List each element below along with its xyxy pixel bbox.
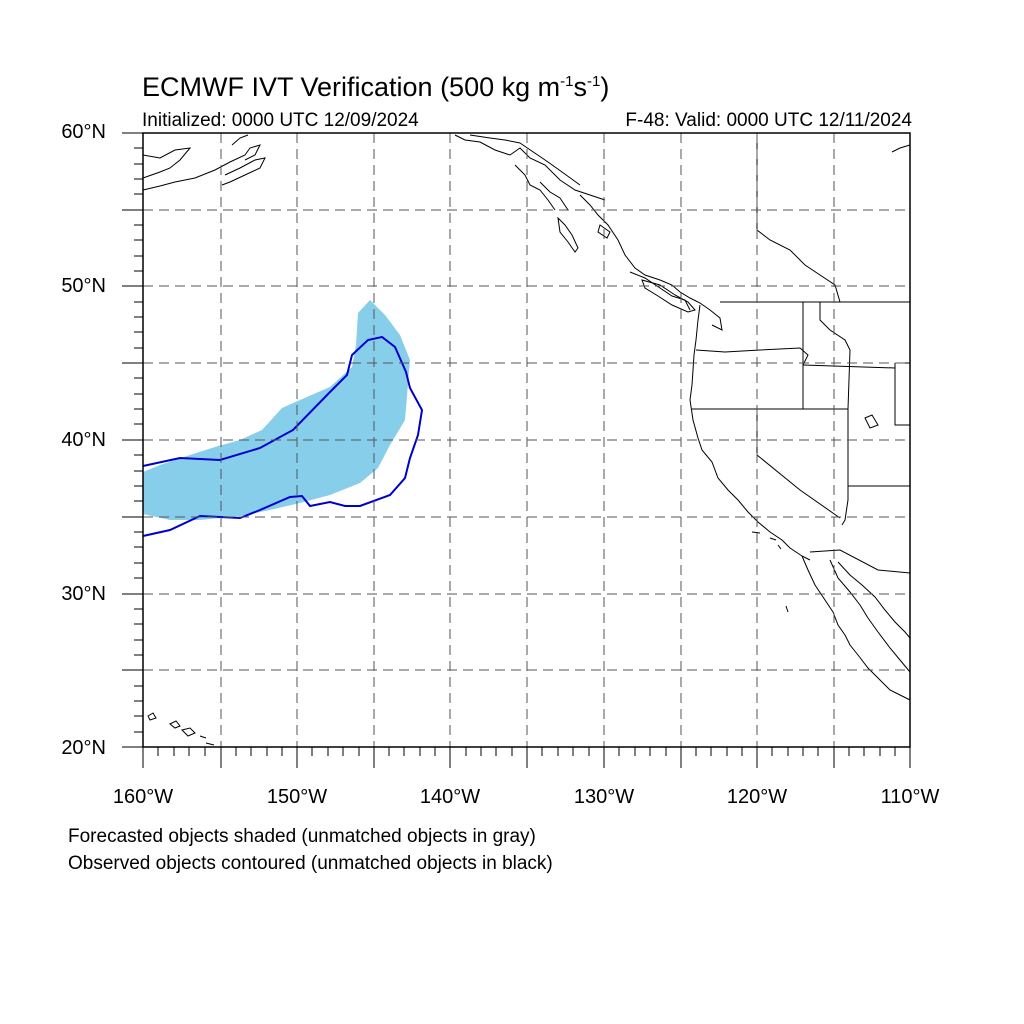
valid-time: F-48: Valid: 0000 UTC 12/11/2024: [625, 110, 912, 131]
gridlines: [143, 133, 910, 747]
lon-label-120w: 120°W: [726, 786, 788, 808]
forecast-object: [143, 300, 410, 520]
lat-label-40n: 40°N: [61, 429, 106, 451]
lon-label-140w: 140°W: [419, 786, 481, 808]
coastlines: [142, 134, 911, 746]
lon-label-110w: 110°W: [880, 786, 940, 808]
lat-label-50n: 50°N: [61, 275, 106, 297]
observed-legend-note: Observed objects contoured (unmatched ob…: [68, 853, 553, 874]
lon-label-150w: 150°W: [266, 786, 328, 808]
axis-ticks: [122, 132, 911, 768]
lat-label-60n: 60°N: [61, 121, 106, 143]
lat-label-20n: 20°N: [61, 737, 106, 759]
forecast-legend-note: Forecasted objects shaded (unmatched obj…: [68, 826, 536, 847]
lon-label-130w: 130°W: [573, 786, 635, 808]
lon-label-160w: 160°W: [112, 786, 174, 808]
initialized-time: Initialized: 0000 UTC 12/09/2024: [142, 110, 419, 131]
observed-object-contour: [142, 335, 424, 537]
lat-label-30n: 30°N: [61, 583, 106, 605]
map-title: ECMWF IVT Verification (500 kg m-1s-1): [142, 72, 610, 102]
